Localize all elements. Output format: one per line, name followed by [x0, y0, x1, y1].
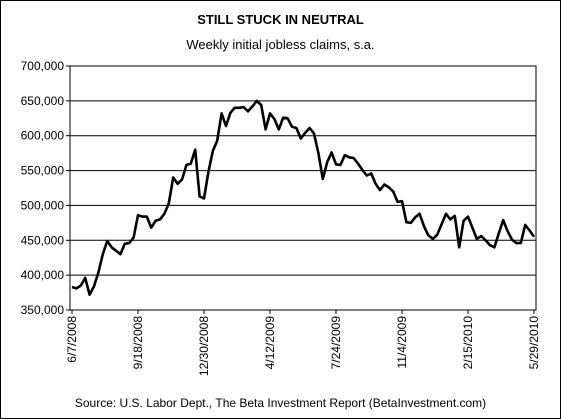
y-axis-ticks: 350,000 400,000 450,000 500,000 550,000 600,0… — [21, 59, 70, 317]
y-tick-label: 650,000 — [21, 94, 65, 108]
y-tick-label: 400,000 — [21, 268, 65, 282]
y-tick-label: 600,000 — [21, 129, 65, 143]
plot-area-border — [69, 65, 537, 311]
series-layer — [71, 99, 536, 297]
x-tick-label: 4/12/2009 — [263, 316, 277, 370]
x-tick-label: 9/18/2008 — [131, 316, 145, 370]
x-tick-label: 7/24/2009 — [329, 316, 343, 370]
y-tick-label: 550,000 — [21, 164, 65, 178]
series-line — [71, 99, 536, 297]
gridlines — [70, 100, 536, 276]
x-tick-label: 5/29/2010 — [527, 316, 541, 370]
chart-title: STILL STUCK IN NEUTRAL — [197, 12, 364, 27]
x-tick-label: 6/7/2008 — [65, 316, 79, 363]
x-axis-ticks: 6/7/2008 9/18/2008 12/30/2008 4/12/2009 7/24… — [65, 310, 541, 376]
x-tick-label: 12/30/2008 — [197, 316, 211, 376]
x-tick-label: 11/4/2009 — [395, 316, 409, 369]
y-tick-label: 700,000 — [21, 59, 65, 73]
x-tick-label: 2/15/2010 — [461, 316, 475, 370]
chart-subtitle: Weekly initial jobless claims, s.a. — [186, 37, 375, 52]
y-tick-label: 500,000 — [21, 198, 65, 212]
y-tick-label: 450,000 — [21, 233, 65, 247]
source-note: Source: U.S. Labor Dept., The Beta Inves… — [74, 396, 487, 410]
y-tick-label: 350,000 — [21, 303, 65, 317]
